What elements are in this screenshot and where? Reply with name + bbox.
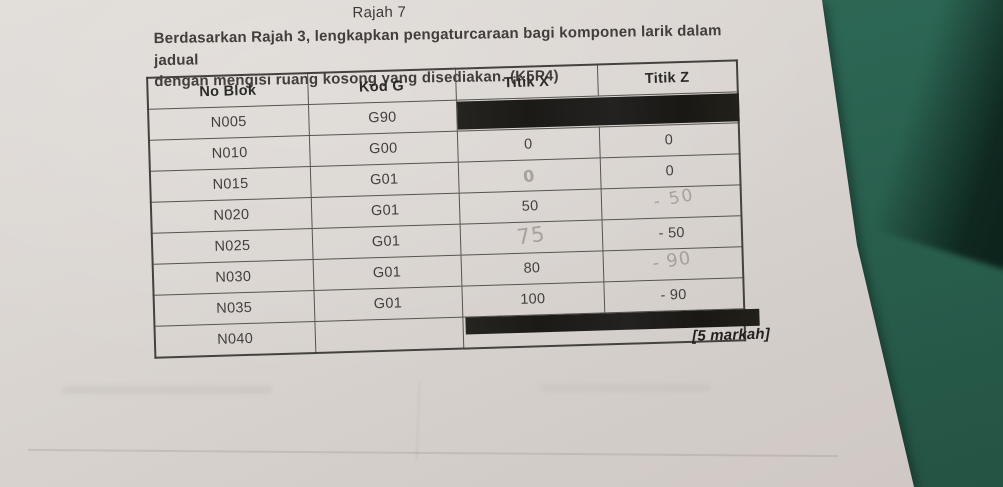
handwritten-value: - 50 [652,185,697,213]
cell-kod-g: G01 [311,224,461,260]
cnc-block-table: No Blok Kod G Titik X Titik Z N005 G90 N01… [146,59,770,359]
cell-kod-g [314,317,464,353]
header-kod-g: Kod G [307,68,456,105]
header-no-blok: No Blok [147,73,308,110]
cell-titik-z: 0 [598,122,740,158]
printed-value: - 50 [658,224,686,242]
header-titik-x: Titik X [454,64,598,101]
marks-label: [5 markah] [691,325,771,345]
cell-kod-g: G00 [308,131,458,167]
cell-no-blok: N025 [151,228,313,265]
handwritten-value: - 90 [651,247,693,274]
cell-no-blok: N040 [154,321,316,358]
cell-titik-x: 75 [459,219,603,256]
cell-no-blok: N020 [150,197,312,234]
handwritten-value: 75 [514,221,547,250]
cell-titik-z: 0 [599,153,741,189]
cell-no-blok: N010 [148,135,310,172]
table-body: N005 G90 N010 G00 0 0 N015 G01 0 0 N020 G01 50- 50 N0… [148,91,770,358]
cell-kod-g: G01 [313,286,463,322]
figure-label: Rajah 7 [352,3,407,22]
cell-titik-z: - 90 [603,277,745,313]
cell-kod-g: G01 [312,255,462,291]
cell-titik-x: 0 [457,157,601,194]
printed-value: 0 [665,163,675,180]
cell-titik-z: - 50 [600,184,742,220]
cnc-block-table-wrap: No Blok Kod G Titik X Titik Z N005 G90 N01… [146,59,770,359]
cell-kod-g: G90 [307,100,457,136]
printed-value: 100 [520,291,546,308]
printed-value: 50 [521,198,539,215]
cell-kod-g: G01 [310,193,460,229]
printed-value: - 90 [660,286,687,304]
cell-no-blok: N035 [153,290,315,327]
cell-no-blok: N015 [149,166,311,203]
cell-titik-x: 0 [456,126,600,163]
printed-value: 80 [523,260,541,277]
cell-no-blok: N030 [152,259,314,296]
cell-titik-x: 50 [458,188,602,225]
cell-no-blok: N005 [148,104,309,141]
handwritten-value: 0 [522,165,536,186]
printed-value: 0 [664,132,674,149]
cell-titik-x: 80 [460,250,604,287]
cell-titik-z: - 50 [601,215,743,251]
printed-value: 0 [523,136,533,153]
header-titik-z: Titik Z [596,60,738,96]
cell-titik-z: - 90 [602,246,744,282]
cell-titik-x: 100 [461,281,605,318]
cell-kod-g: G01 [309,162,459,198]
